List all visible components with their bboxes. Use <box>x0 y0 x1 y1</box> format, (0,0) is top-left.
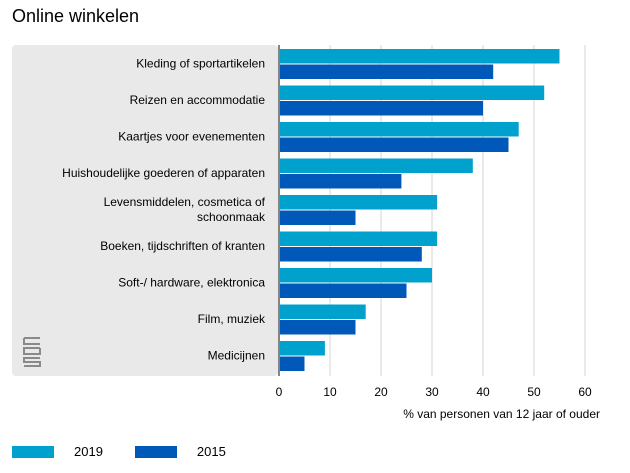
cbs-logo-b <box>23 347 41 355</box>
category-label: Soft-/ hardware, elektronica <box>118 276 265 290</box>
label-panel-background <box>12 45 278 376</box>
bar-2019-2 <box>280 122 519 137</box>
x-tick-label: 30 <box>425 385 439 399</box>
bar-2015-6 <box>280 283 407 298</box>
bars <box>280 49 560 371</box>
bar-2015-7 <box>280 320 356 335</box>
x-axis-title: % van personen van 12 jaar of ouder <box>403 407 600 421</box>
bar-2019-3 <box>280 158 473 173</box>
bar-2015-3 <box>280 174 402 189</box>
category-label: Levensmiddelen, cosmetica of schoonmaak <box>104 195 266 224</box>
x-tick-label: 60 <box>578 385 592 399</box>
bar-2019-6 <box>280 268 432 283</box>
bar-2015-4 <box>280 210 356 225</box>
bar-2019-8 <box>280 341 325 356</box>
chart-title: Online winkelen <box>12 6 140 26</box>
bar-2019-4 <box>280 195 438 210</box>
category-labels: Kleding of sportartikelen Reizen en accom… <box>62 57 266 363</box>
x-tick-label: 40 <box>476 385 490 399</box>
cbs-logo <box>23 337 41 367</box>
x-tick-label: 0 <box>276 385 283 399</box>
bar-2015-8 <box>280 356 305 371</box>
bar-2019-5 <box>280 231 438 246</box>
x-tick-label: 20 <box>374 385 388 399</box>
legend-label-2019: 2019 <box>74 444 103 459</box>
bar-2015-5 <box>280 247 422 262</box>
legend-item-2019: 2019 <box>12 444 103 459</box>
x-tick-label: 10 <box>323 385 337 399</box>
bar-2015-1 <box>280 101 483 116</box>
bar-2019-1 <box>280 85 545 100</box>
legend-item-2015: 2015 <box>134 444 226 459</box>
x-tick-label: 50 <box>527 385 541 399</box>
legend-label-2015: 2015 <box>196 444 226 459</box>
cbs-logo-c <box>23 337 40 345</box>
category-label: Kaartjes voor evenementen <box>118 130 265 144</box>
category-label: Huishoudelijke goederen of apparaten <box>62 166 265 180</box>
legend-swatch-2015 <box>134 445 177 458</box>
cbs-logo-s <box>23 357 41 367</box>
category-label: Reizen en accommodatie <box>130 93 266 107</box>
category-label: Kleding of sportartikelen <box>136 57 265 71</box>
bar-2015-2 <box>280 137 509 152</box>
bar-2015-0 <box>280 64 494 79</box>
category-label: Boeken, tijdschriften of kranten <box>100 239 265 253</box>
bar-2019-7 <box>280 304 366 319</box>
legend: 2019 2015 <box>12 444 258 459</box>
legend-swatch-2019 <box>12 445 54 458</box>
bar-2019-0 <box>280 49 560 64</box>
x-tick-labels: 0 10 20 30 40 50 60 <box>276 385 592 399</box>
category-label: Medicijnen <box>208 349 265 363</box>
category-label: Film, muziek <box>198 312 266 326</box>
